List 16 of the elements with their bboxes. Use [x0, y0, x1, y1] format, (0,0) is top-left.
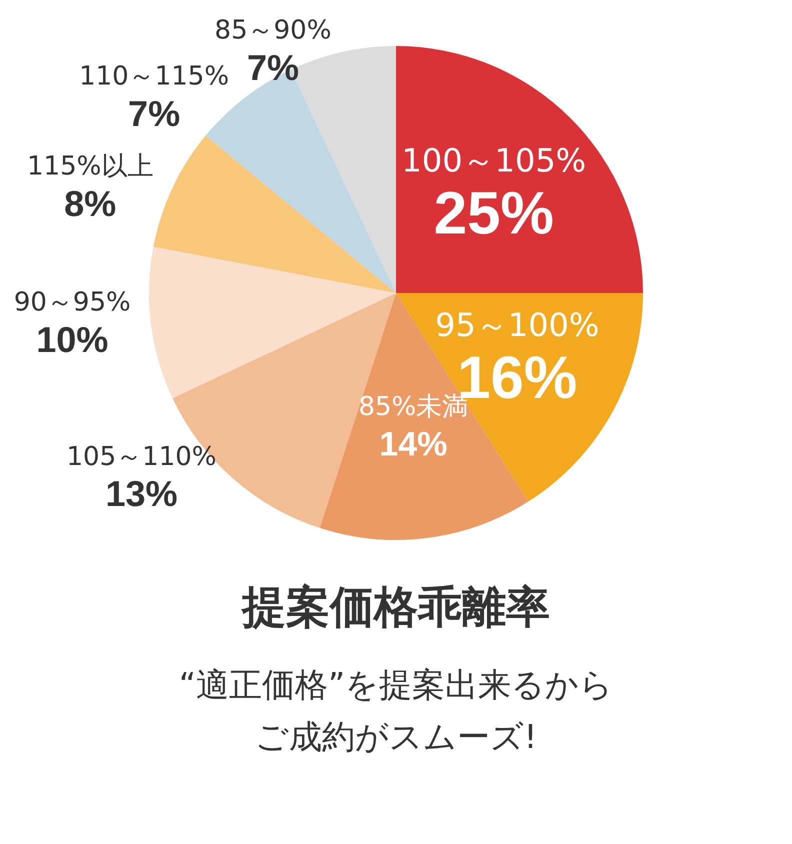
- slice-label: 110～115%: [79, 62, 230, 92]
- data-label: 7%: [128, 92, 180, 134]
- data-label: 14%: [379, 426, 448, 464]
- data-label: 25%: [434, 180, 554, 247]
- data-label: 13%: [105, 473, 178, 514]
- slice-label: 100～105%: [402, 142, 586, 180]
- text: “適正価格”を提案出来るからご成約がスムーズ!: [178, 664, 614, 758]
- data-label: 10%: [36, 318, 108, 360]
- slice-label: 85～90%: [214, 16, 332, 46]
- slice-label: 95～100%: [435, 306, 600, 344]
- data-label: 7%: [246, 46, 300, 88]
- text: 提案価格乖離率: [240, 581, 551, 635]
- slice-label: 115%以上: [26, 152, 154, 182]
- slice-label: 90～95%: [14, 288, 131, 318]
- slice-label: 105～110%: [66, 442, 216, 472]
- data-label: 8%: [64, 182, 116, 224]
